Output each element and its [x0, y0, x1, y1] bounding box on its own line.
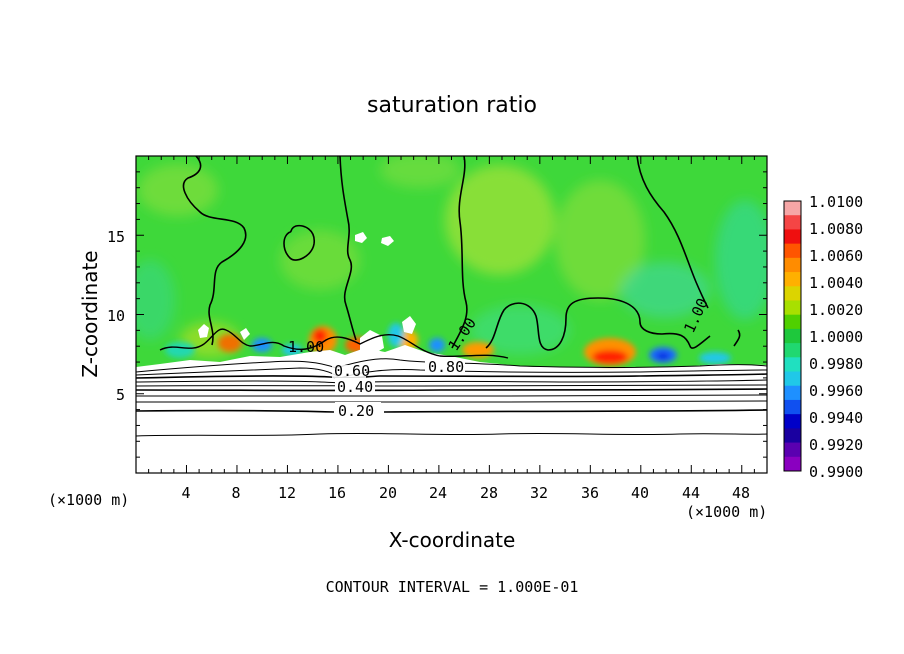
y-tick-label: 5: [116, 386, 125, 404]
colorbar-label: 0.9980: [809, 355, 863, 373]
colorbar-label: 0.9920: [809, 436, 863, 454]
colorbar-cell: [784, 343, 801, 358]
colorbar-cell: [784, 201, 801, 216]
contour-label: 0.40: [337, 378, 373, 396]
colorbar-label: 1.0100: [809, 193, 863, 211]
x-unit-label: (×1000 m): [686, 503, 767, 521]
contour-label-backgrounds: [332, 360, 465, 419]
y-axis-ticks: [136, 171, 767, 458]
colorbar-cells: [784, 201, 801, 472]
colorbar-frame: [783, 200, 802, 472]
colorbar-cell: [784, 371, 801, 387]
x-tick-label: 36: [581, 484, 599, 502]
colorbar-cell: [784, 456, 801, 472]
contour-lines: [136, 156, 767, 437]
colorbar-cell: [784, 286, 801, 301]
y-unit-label: (×1000 m): [48, 491, 129, 509]
colorbar-label: 1.0060: [809, 247, 863, 265]
x-tick-label: 48: [732, 484, 750, 502]
x-tick-label: 28: [480, 484, 498, 502]
x-axis-tick-labels: 4 8 12 16 20 24 28 32 36 40 44 48: [181, 484, 750, 502]
colorbar-cell: [784, 328, 801, 344]
colorbar-labels: 1.0100 1.0080 1.0060 1.0040 1.0020 1.000…: [809, 193, 863, 481]
x-tick-label: 12: [278, 484, 296, 502]
x-tick-label: 4: [181, 484, 190, 502]
y-tick-label: 15: [107, 228, 125, 246]
colorbar: 1.0100 1.0080 1.0060 1.0040 1.0020 1.000…: [783, 193, 863, 481]
x-tick-label: 20: [379, 484, 397, 502]
colorbar-label: 1.0080: [809, 220, 863, 238]
colorbar-label: 0.9960: [809, 382, 863, 400]
colorbar-cell: [784, 215, 801, 230]
x-tick-label: 44: [682, 484, 700, 502]
colorbar-cell: [784, 385, 801, 401]
chart-title: saturation ratio: [367, 93, 537, 118]
contour-interval-note: CONTOUR INTERVAL = 1.000E-01: [326, 578, 579, 596]
contour-label: 0.20: [338, 402, 374, 420]
colorbar-cell: [784, 442, 801, 458]
x-tick-label: 40: [631, 484, 649, 502]
colorbar-label: 0.9900: [809, 463, 863, 481]
heatmap-field: [136, 156, 767, 473]
y-tick-label: 10: [107, 307, 125, 325]
colorbar-label: 0.9940: [809, 409, 863, 427]
colorbar-cell: [784, 428, 801, 444]
contour-label: 0.80: [428, 358, 464, 376]
colorbar-label: 1.0000: [809, 328, 863, 346]
x-axis-ticks: [148, 156, 755, 473]
colorbar-cell: [784, 357, 801, 373]
colorbar-cell: [784, 243, 801, 259]
x-tick-label: 8: [231, 484, 240, 502]
colorbar-cell: [784, 314, 801, 330]
x-tick-label: 24: [429, 484, 447, 502]
y-axis-tick-labels: 5 10 15: [107, 228, 125, 404]
colorbar-cell: [784, 300, 801, 316]
colorbar-label: 1.0040: [809, 274, 863, 292]
colorbar-cell: [784, 399, 801, 415]
colorbar-label: 1.0020: [809, 301, 863, 319]
x-tick-label: 16: [328, 484, 346, 502]
y-axis-title: Z-coordinate: [78, 250, 102, 377]
colorbar-cell: [784, 229, 801, 245]
contour-label: 1.00: [288, 338, 324, 356]
x-tick-label: 32: [530, 484, 548, 502]
colorbar-cell: [784, 414, 801, 429]
contour-label: 0.60: [334, 362, 370, 380]
colorbar-cell: [784, 257, 801, 273]
x-axis-title: X-coordinate: [389, 528, 516, 552]
colorbar-cell: [784, 272, 801, 287]
